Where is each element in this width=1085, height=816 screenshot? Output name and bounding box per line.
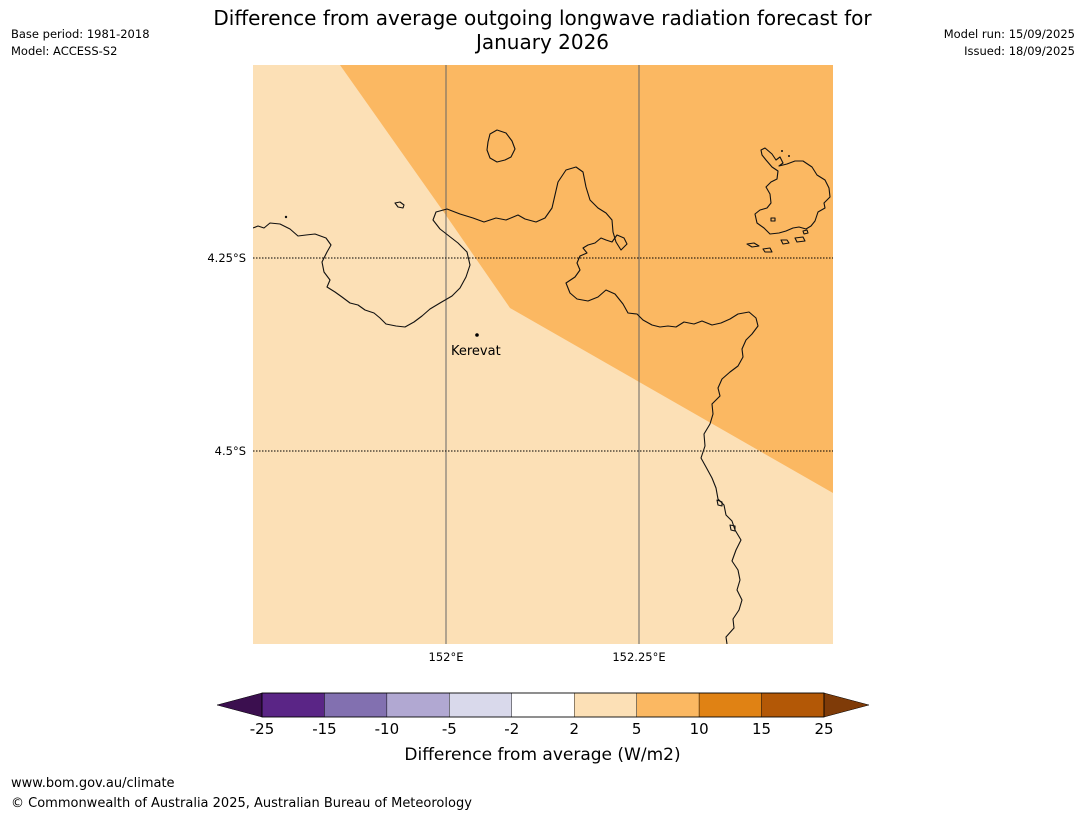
colorbar-tick-label: -5 bbox=[441, 720, 457, 738]
coastline-east-island bbox=[754, 147, 831, 235]
colorbar bbox=[216, 692, 870, 718]
colorbar-tick-label: 15 bbox=[752, 720, 772, 738]
model-text: Model: ACCESS-S2 bbox=[11, 44, 118, 58]
colorbar-tick-label: -15 bbox=[312, 720, 337, 738]
colorbar-segment bbox=[636, 692, 700, 718]
copyright-text: © Commonwealth of Australia 2025, Austra… bbox=[11, 796, 472, 811]
islet-small-1 bbox=[394, 201, 405, 209]
lon-label-152e: 152°E bbox=[429, 650, 464, 664]
islet-small-7 bbox=[770, 217, 776, 222]
lon-label-152-25e: 152.25°E bbox=[612, 650, 665, 664]
model-run-text: Model run: 15/09/2025 bbox=[943, 27, 1075, 41]
chart-title: Difference from average outgoing longwav… bbox=[0, 6, 1085, 54]
title-line-1: Difference from average outgoing longwav… bbox=[213, 6, 872, 30]
colorbar-tick-label: -2 bbox=[504, 720, 520, 738]
islet-small-5 bbox=[794, 236, 806, 243]
colorbar-segment bbox=[324, 692, 388, 718]
colorbar-segment bbox=[511, 692, 575, 718]
islet-small-9 bbox=[729, 524, 736, 532]
colorbar-tick-label: 2 bbox=[569, 720, 579, 738]
lat-label-4-5s: 4.5°S bbox=[215, 444, 246, 458]
islet-dot-2 bbox=[781, 150, 783, 152]
metadata-left: Base period: 1981-2018 Model: ACCESS-S2 bbox=[11, 26, 150, 60]
islet-small-6 bbox=[802, 229, 809, 235]
islet-small-8 bbox=[716, 499, 723, 507]
islet-north bbox=[486, 129, 516, 163]
colorbar-tick-label: -10 bbox=[374, 720, 400, 738]
colorbar-tick-label: 10 bbox=[689, 720, 709, 738]
colorbar-segment bbox=[449, 692, 512, 718]
coastline-group bbox=[253, 129, 831, 644]
colorbar-label: Difference from average (W/m2) bbox=[404, 745, 681, 765]
colorbar-frame bbox=[261, 692, 825, 718]
colorbar-segment bbox=[261, 692, 325, 718]
coastline-gazelle-peninsula bbox=[253, 166, 759, 644]
colorbar-tick-label: -25 bbox=[249, 720, 275, 738]
colorbar-extend-high bbox=[823, 692, 870, 718]
colorbar-tick-label: 5 bbox=[631, 720, 642, 738]
map-panel: Kerevat bbox=[253, 65, 833, 644]
islet-small-3 bbox=[762, 247, 773, 253]
islet-dot-1 bbox=[284, 215, 288, 219]
metadata-right: Model run: 15/09/2025 Issued: 18/09/2025 bbox=[944, 26, 1075, 60]
kerevat-label: Kerevat bbox=[451, 344, 501, 359]
lat-label-4-25s: 4.25°S bbox=[207, 251, 246, 265]
issued-text: Issued: 18/09/2025 bbox=[964, 44, 1075, 58]
website-text: www.bom.gov.au/climate bbox=[11, 776, 175, 791]
anomaly-region-5-to-10 bbox=[340, 65, 833, 493]
kerevat-marker bbox=[475, 333, 479, 337]
colorbar-segment bbox=[386, 692, 450, 718]
colorbar-segment bbox=[574, 692, 637, 718]
title-line-2: January 2026 bbox=[475, 30, 610, 54]
islet-small-2 bbox=[746, 242, 760, 248]
islet-small-4 bbox=[780, 239, 790, 245]
colorbar-tick-label: 25 bbox=[814, 720, 834, 738]
base-period-text: Base period: 1981-2018 bbox=[11, 27, 150, 41]
colorbar-extend-low bbox=[216, 692, 263, 718]
colorbar-segment bbox=[698, 692, 762, 718]
islet-dot-3 bbox=[788, 155, 790, 157]
colorbar-segment bbox=[761, 692, 825, 718]
